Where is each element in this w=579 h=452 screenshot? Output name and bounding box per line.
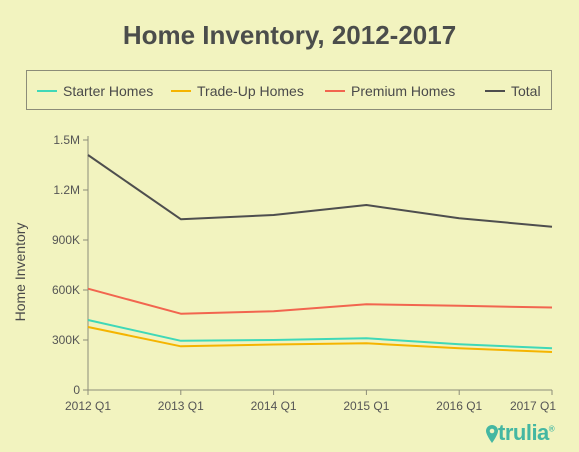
chart-title: Home Inventory, 2012-2017 bbox=[122, 20, 457, 50]
x-tick-label: 2017 Q1 bbox=[510, 399, 556, 413]
y-tick-label: 1.5M bbox=[53, 133, 80, 147]
series-line-premium-homes bbox=[87, 287, 553, 315]
x-tick-label: 2015 Q1 bbox=[343, 399, 389, 413]
legend-label-starter: Starter Homes bbox=[63, 83, 154, 99]
brand-registered-mark: ® bbox=[548, 424, 555, 434]
location-pin-icon bbox=[486, 425, 498, 444]
series-line-starter-homes bbox=[87, 319, 553, 350]
legend-label-total: Total bbox=[511, 83, 541, 99]
legend-item-total: Total bbox=[485, 83, 541, 99]
legend-swatch-total bbox=[485, 90, 505, 93]
x-tick-label: 2012 Q1 bbox=[65, 399, 111, 413]
legend: Starter Homes Trade-Up Homes Premium Hom… bbox=[26, 70, 552, 110]
y-tick-label: 300K bbox=[52, 333, 80, 347]
legend-item-tradeup: Trade-Up Homes bbox=[171, 83, 304, 99]
brand-logo: trulia® bbox=[486, 420, 555, 446]
y-tick-label: 900K bbox=[52, 233, 80, 247]
x-tick-label: 2013 Q1 bbox=[158, 399, 204, 413]
legend-item-starter: Starter Homes bbox=[37, 83, 153, 99]
x-tick-label: 2016 Q1 bbox=[436, 399, 482, 413]
legend-item-premium: Premium Homes bbox=[325, 83, 455, 99]
legend-swatch-tradeup bbox=[171, 90, 191, 93]
legend-swatch-premium bbox=[325, 90, 345, 93]
x-tick-label: 2014 Q1 bbox=[251, 399, 297, 413]
legend-label-tradeup: Trade-Up Homes bbox=[197, 83, 304, 99]
y-tick-label: 1.2M bbox=[53, 183, 80, 197]
brand-name: trulia bbox=[498, 420, 549, 445]
series-line-trade-up-homes bbox=[87, 326, 553, 353]
series-line-total bbox=[87, 154, 553, 228]
legend-label-premium: Premium Homes bbox=[351, 83, 456, 99]
y-tick-label: 600K bbox=[52, 283, 80, 297]
y-tick-label: 0 bbox=[73, 383, 80, 397]
legend-swatch-starter bbox=[37, 90, 57, 93]
